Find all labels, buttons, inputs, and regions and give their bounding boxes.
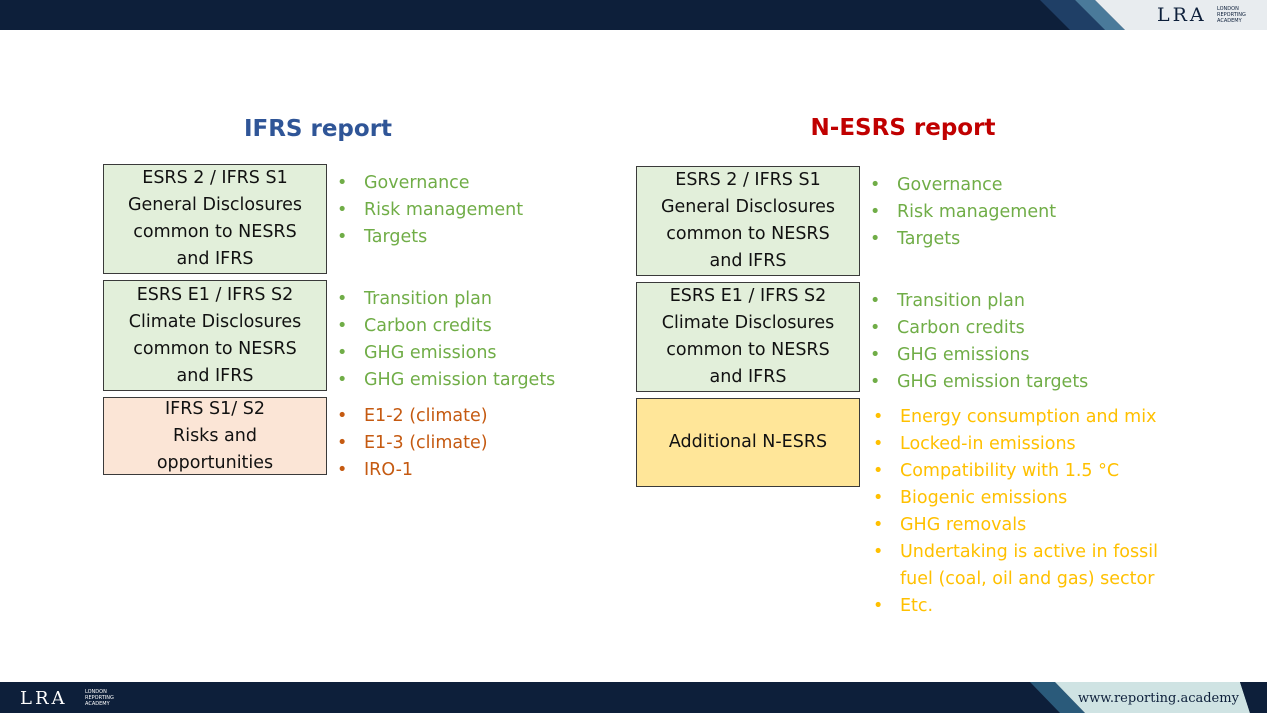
box-line: and IFRS <box>176 249 254 269</box>
bullet-item: Compatibility with 1.5 °C <box>873 458 1173 485</box>
box-line: common to NESRS <box>666 224 830 244</box>
bullet-item: GHG emission targets <box>337 367 637 394</box>
footer-logo-sub: LONDON REPORTING ACADEMY <box>85 689 114 707</box>
bullet-item: Energy consumption and mix <box>873 404 1173 431</box>
box-line: Climate Disclosures <box>661 313 835 333</box>
bullet-item: Transition plan <box>870 288 1170 315</box>
logo-sub-line: ACADEMY <box>85 701 110 707</box>
box-line: General Disclosures <box>660 197 836 217</box>
bullet-item: GHG emissions <box>870 342 1170 369</box>
box-line: common to NESRS <box>666 340 830 360</box>
bullet-item: Etc. <box>873 593 1173 620</box>
box-line: common to NESRS <box>133 338 297 359</box>
header-logo: LRA <box>1157 4 1207 26</box>
bullet-item: Carbon credits <box>870 315 1170 342</box>
bullet-item: Risk management <box>337 197 637 224</box>
bullet-item: E1-2 (climate) <box>337 403 637 430</box>
bullet-list: Transition planCarbon creditsGHG emissio… <box>870 288 1170 396</box>
bullet-list: GovernanceRisk managementTargets <box>337 170 637 251</box>
bullet-item: E1-3 (climate) <box>337 430 637 457</box>
footer-logo: LRA <box>20 688 68 709</box>
logo-sub-line: REPORTING <box>1217 12 1246 18</box>
section-box: ESRS 2 / IFRS S1 General Disclosures commo… <box>636 166 860 276</box>
bullet-item: Targets <box>870 226 1170 253</box>
column-title: IFRS report <box>243 116 393 142</box>
box-line: ESRS E1 / IFRS S2 <box>669 286 827 306</box>
bullet-list: E1-2 (climate)E1-3 (climate)IRO-1 <box>337 403 637 484</box>
header-logo-sub: LONDON REPORTING ACADEMY <box>1217 6 1246 24</box>
box-line: opportunities <box>156 452 274 473</box>
bullet-item: GHG emission targets <box>870 369 1170 396</box>
section-box: ESRS 2 / IFRS S1 General Disclosures commo… <box>103 164 327 274</box>
box-line: Additional N-ESRS <box>668 432 828 452</box>
logo-sub-line: ACADEMY <box>1217 18 1242 24</box>
box-line: General Disclosures <box>127 195 303 215</box>
box-line: and IFRS <box>709 251 787 271</box>
bullet-item: GHG emissions <box>337 340 637 367</box>
box-line: ESRS E1 / IFRS S2 <box>136 284 294 305</box>
column-title: N-ESRS report <box>810 115 996 141</box>
section-box: ESRS E1 / IFRS S2 Climate Disclosures comm… <box>103 280 327 391</box>
bullet-list: GovernanceRisk managementTargets <box>870 172 1170 253</box>
bullet-item: Governance <box>870 172 1170 199</box>
box-line: and IFRS <box>709 367 787 387</box>
bullet-list: Transition planCarbon creditsGHG emissio… <box>337 286 637 394</box>
logo-sub-line: LONDON <box>1217 6 1239 12</box>
logo-sub-line: LONDON <box>85 689 107 695</box>
box-line: common to NESRS <box>133 222 297 242</box>
section-box: Additional N-ESRS <box>636 398 860 487</box>
logo-sub-line: REPORTING <box>85 695 114 701</box>
footer-url: www.reporting.academy <box>1078 691 1239 706</box>
bullet-item: Targets <box>337 224 637 251</box>
box-line: Risks and <box>173 425 257 446</box>
bullet-item: Transition plan <box>337 286 637 313</box>
box-line: and IFRS <box>176 365 254 386</box>
bullet-item: Governance <box>337 170 637 197</box>
box-line: Climate Disclosures <box>128 311 302 332</box>
section-box: IFRS S1/ S2 Risks and opportunities <box>103 397 327 475</box>
bullet-item: Locked-in emissions <box>873 431 1173 458</box>
bullet-item: Undertaking is active in fossil fuel (co… <box>873 539 1173 593</box>
box-line: ESRS 2 / IFRS S1 <box>675 170 821 190</box>
box-line: IFRS S1/ S2 <box>164 398 265 419</box>
bullet-item: GHG removals <box>873 512 1173 539</box>
bullet-list: Energy consumption and mixLocked-in emis… <box>873 404 1173 620</box>
bullet-item: Biogenic emissions <box>873 485 1173 512</box>
section-box: ESRS E1 / IFRS S2 Climate Disclosures comm… <box>636 282 860 392</box>
box-line: ESRS 2 / IFRS S1 <box>142 168 288 188</box>
bullet-item: IRO-1 <box>337 457 637 484</box>
bullet-item: Carbon credits <box>337 313 637 340</box>
bullet-item: Risk management <box>870 199 1170 226</box>
